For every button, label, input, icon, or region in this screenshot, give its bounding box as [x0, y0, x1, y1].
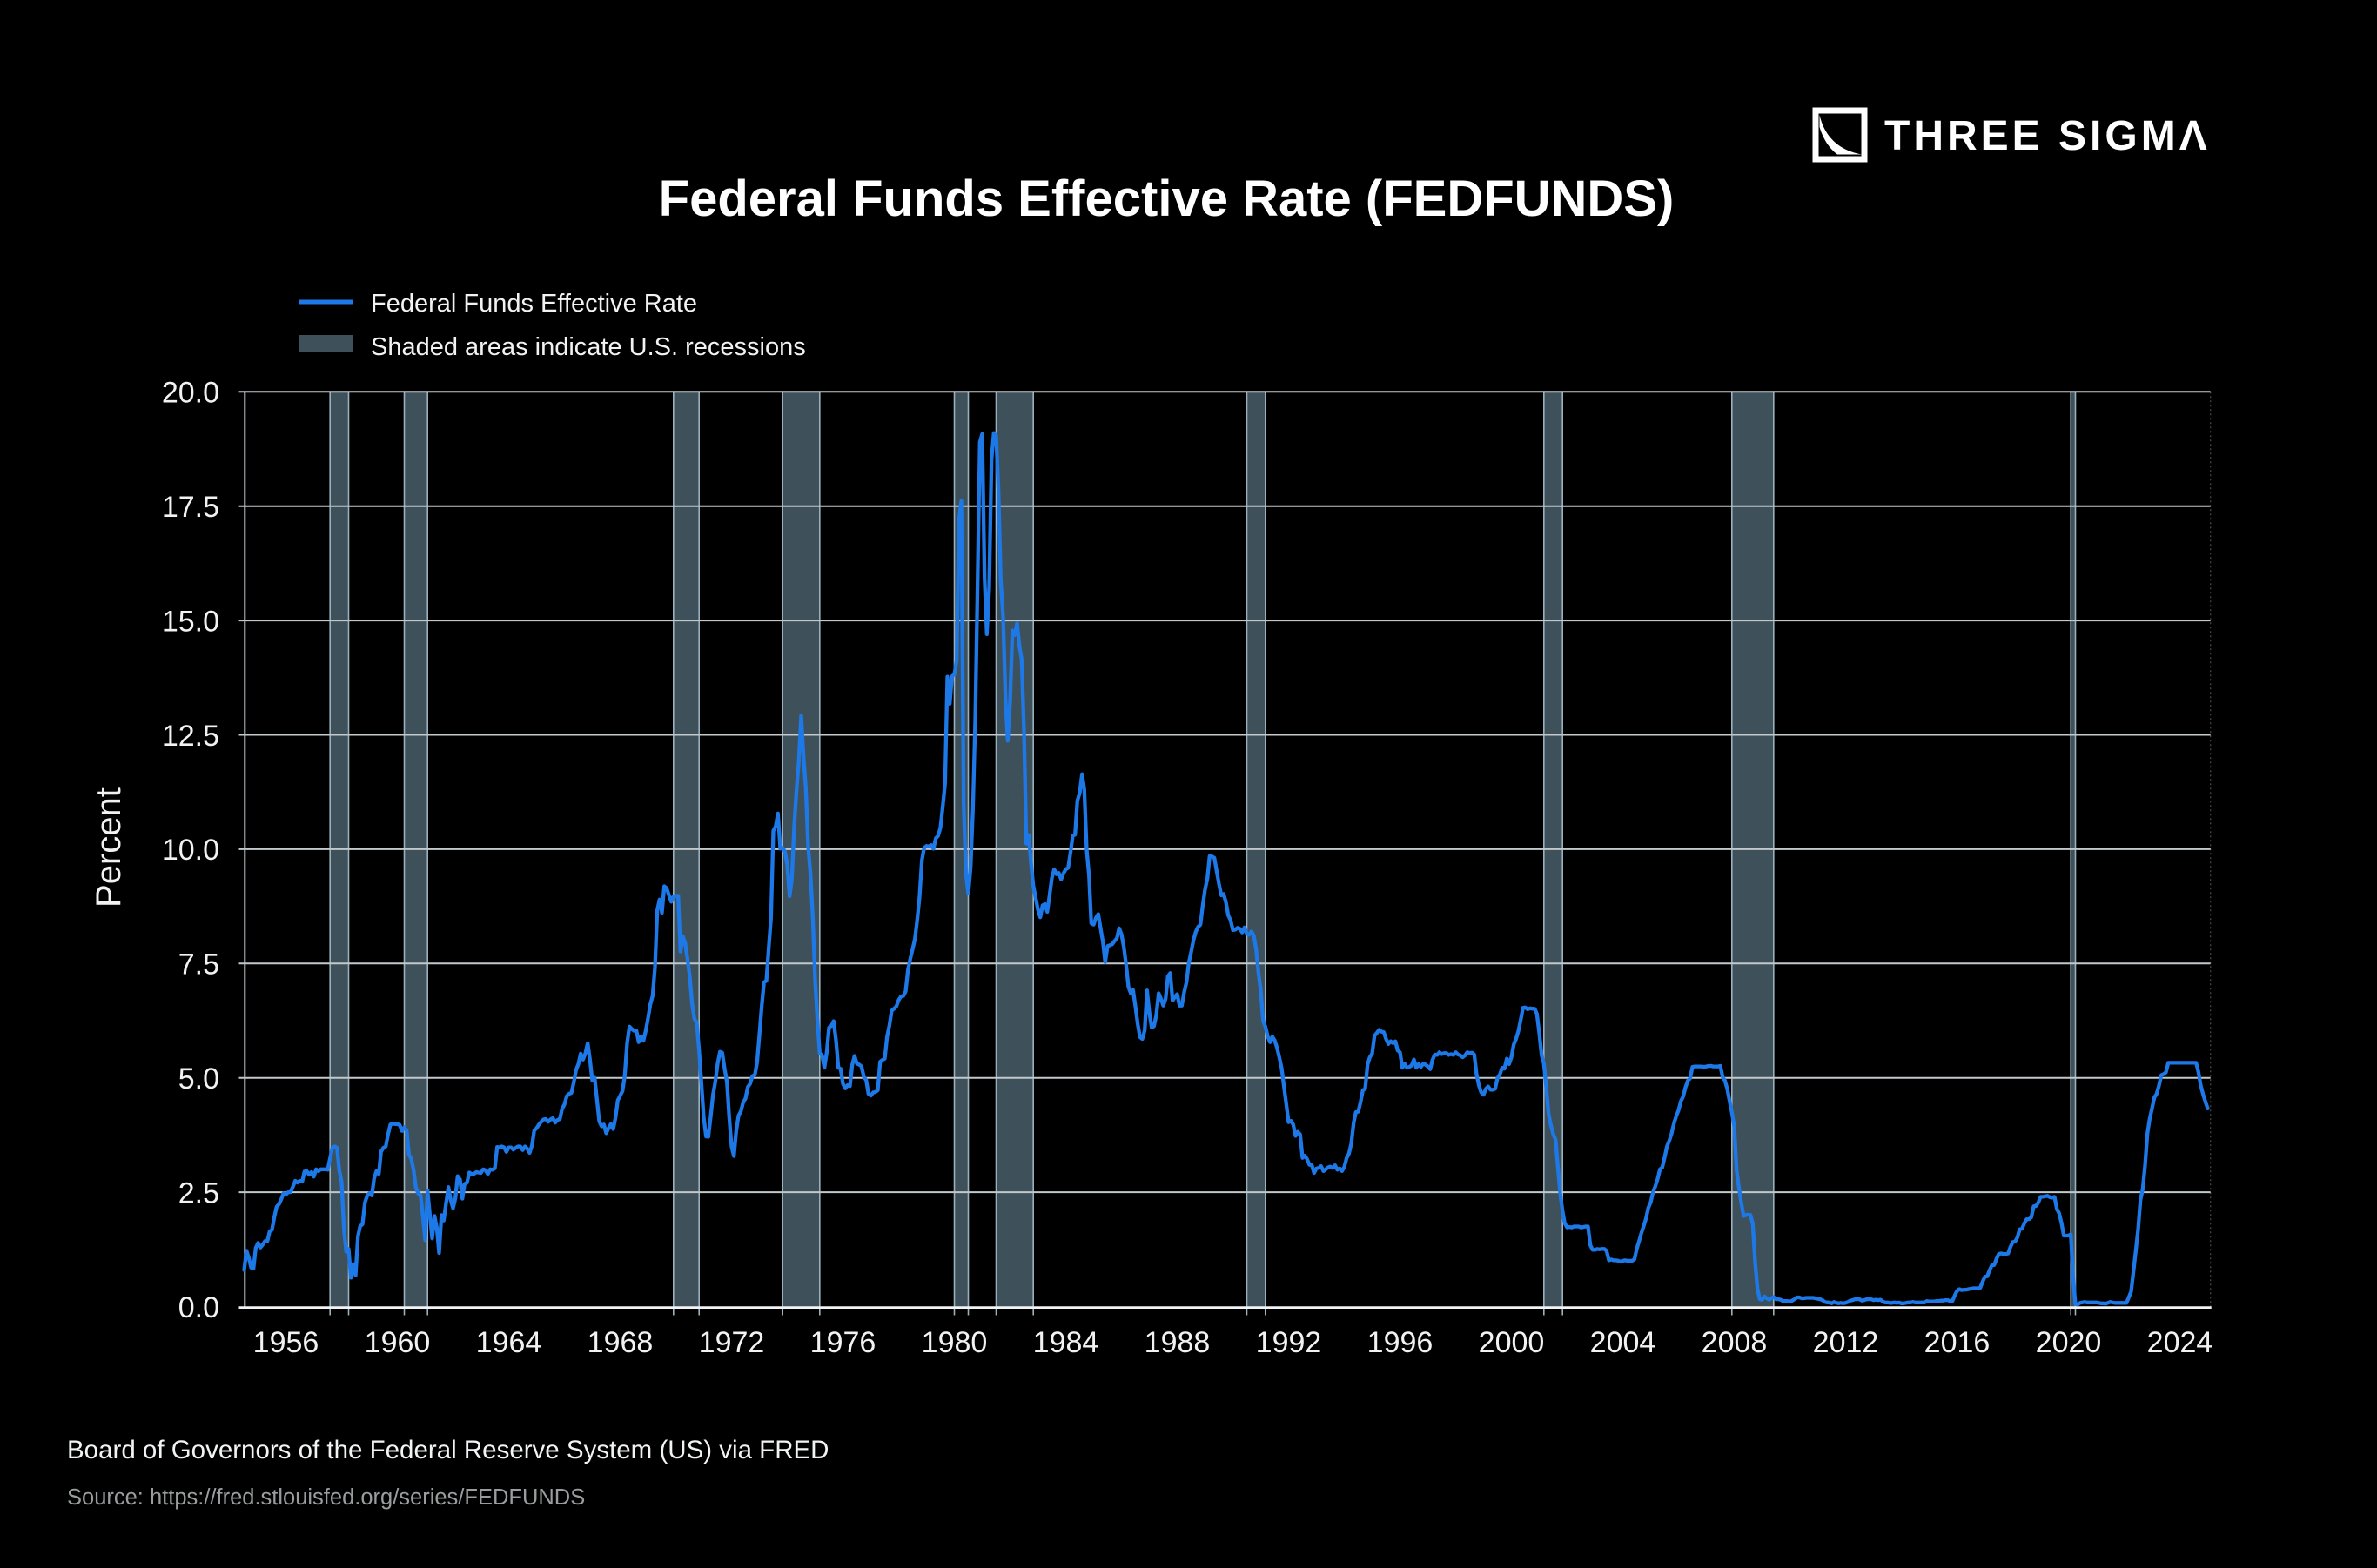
svg-text:10.0: 10.0: [162, 834, 219, 867]
svg-text:1980: 1980: [922, 1326, 988, 1359]
svg-text:2024: 2024: [2147, 1326, 2213, 1359]
svg-text:2008: 2008: [1702, 1326, 1768, 1359]
svg-text:2000: 2000: [1479, 1326, 1545, 1359]
svg-text:1976: 1976: [810, 1326, 876, 1359]
svg-text:Board of Governors of the Fede: Board of Governors of the Federal Reserv…: [67, 1436, 829, 1464]
svg-text:12.5: 12.5: [162, 720, 219, 753]
svg-text:2004: 2004: [1590, 1326, 1656, 1359]
svg-text:Federal Funds Effective Rate (: Federal Funds Effective Rate (FEDFUNDS): [659, 171, 1675, 227]
svg-text:20.0: 20.0: [162, 377, 219, 410]
svg-text:Percent: Percent: [90, 787, 128, 908]
svg-text:1984: 1984: [1033, 1326, 1099, 1359]
svg-text:1972: 1972: [699, 1326, 765, 1359]
svg-text:2.5: 2.5: [178, 1176, 219, 1210]
svg-text:7.5: 7.5: [178, 948, 219, 982]
svg-text:2020: 2020: [2036, 1326, 2102, 1359]
svg-text:5.0: 5.0: [178, 1062, 219, 1096]
svg-text:15.0: 15.0: [162, 605, 219, 638]
svg-text:1964: 1964: [476, 1326, 542, 1359]
svg-text:THREE SIGMΛ: THREE SIGMΛ: [1884, 113, 2211, 159]
svg-text:0.0: 0.0: [178, 1291, 219, 1324]
svg-text:1968: 1968: [588, 1326, 654, 1359]
svg-text:1996: 1996: [1367, 1326, 1434, 1359]
svg-text:1960: 1960: [365, 1326, 431, 1359]
svg-text:2016: 2016: [1924, 1326, 1991, 1359]
svg-text:17.5: 17.5: [162, 491, 219, 524]
svg-text:Source: https://fred.stlouisfe: Source: https://fred.stlouisfed.org/seri…: [67, 1485, 585, 1510]
svg-text:2012: 2012: [1813, 1326, 1879, 1359]
svg-text:Federal Funds Effective Rate: Federal Funds Effective Rate: [371, 290, 697, 318]
svg-text:Shaded areas indicate U.S. rec: Shaded areas indicate U.S. recessions: [371, 333, 806, 361]
svg-text:1992: 1992: [1256, 1326, 1322, 1359]
svg-text:1988: 1988: [1145, 1326, 1211, 1359]
svg-text:1956: 1956: [253, 1326, 319, 1359]
